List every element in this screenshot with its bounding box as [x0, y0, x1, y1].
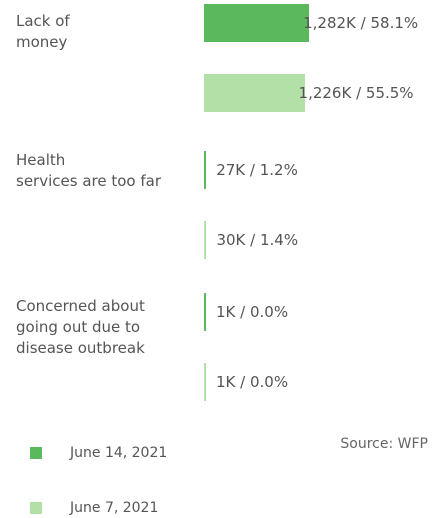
- data-label: 1,226K / 55.5%: [298, 84, 414, 102]
- data-label: 1K / 0.0%: [216, 303, 289, 321]
- data-label: 1K / 0.0%: [216, 373, 289, 391]
- category-label: Concerned about going out due to disease…: [16, 297, 145, 357]
- bar: [204, 293, 206, 331]
- bar: [204, 74, 305, 112]
- legend-label: June 7, 2021: [70, 500, 159, 516]
- legend-swatch: [30, 502, 42, 514]
- data-label: 27K / 1.2%: [216, 161, 298, 179]
- bar: [204, 363, 206, 401]
- bar: [204, 221, 207, 259]
- legend-label: June 14, 2021: [70, 445, 168, 461]
- bar-chart: Lack of money 1,282K / 58.1% 1,226K / 55.5…: [16, 4, 419, 401]
- source-note: Source: WFP: [340, 436, 428, 452]
- data-label: 1,282K / 58.1%: [303, 14, 419, 32]
- legend-item-june-7: June 7, 2021: [30, 498, 158, 518]
- bar: [204, 4, 310, 42]
- data-label: 30K / 1.4%: [216, 231, 299, 249]
- legend-swatch: [30, 447, 42, 459]
- category-label: Lack of money: [16, 12, 70, 51]
- legend-item-june-14: June 14, 2021: [30, 443, 167, 463]
- category-label: Health services are too far: [16, 151, 161, 190]
- bar: [204, 151, 207, 189]
